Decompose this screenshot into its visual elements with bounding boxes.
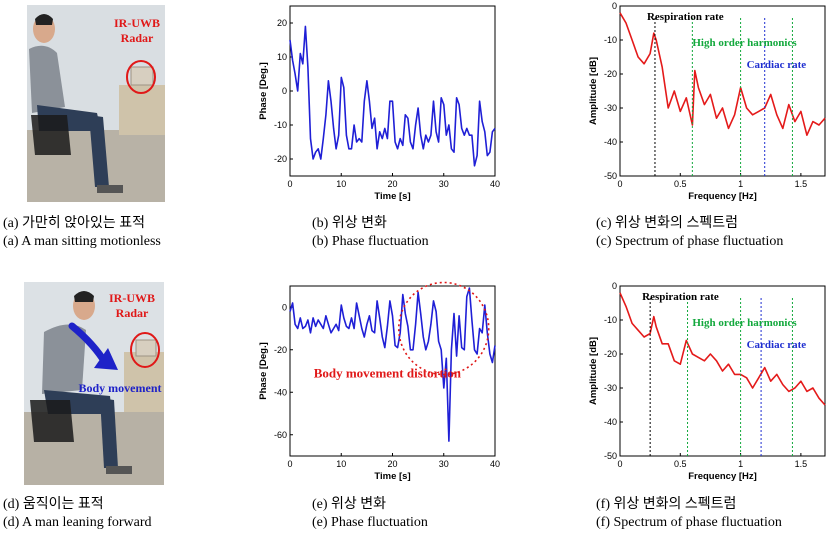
caption-f-korean: (f) 위상 변화의 스펙트럼 (596, 497, 737, 512)
plot-frame (619, 285, 826, 457)
chart-spectrum-f: 0 0.5 1 1.5 0 -10 -20 -30 -40 -50 Frequency [Hz] Am… (588, 281, 826, 482)
caption-e-english: (e) Phase fluctuation (312, 515, 428, 530)
resp-rate-annotation: Respiration rate (642, 291, 719, 303)
y-tick-label: -10 (604, 35, 617, 45)
series-line (289, 25, 496, 167)
y-tick-label: 20 (277, 18, 287, 28)
chart-spectrum-c: 0 0.5 1 1.5 0 -10 -20 -30 -40 -50 Frequency [Hz] Am… (588, 1, 826, 202)
series-line (289, 287, 496, 442)
x-tick-label: 0.5 (674, 459, 687, 469)
y-axis-label: Amplitude [dB] (588, 57, 599, 125)
cardiac-rate-annotation: Cardiac rate (747, 59, 807, 71)
x-tick-label: 1.5 (795, 459, 808, 469)
caption-d-korean: (d) 움직이는 표적 (3, 497, 104, 512)
x-tick-label: 40 (490, 459, 500, 469)
x-axis-label: Time [s] (374, 471, 410, 482)
caption-d-english: (d) A man leaning forward (3, 515, 152, 530)
photo-d-overlay: IR-UWB Radar Body movement (68, 291, 162, 395)
caption-f-english: (f) Spectrum of phase fluctuation (596, 515, 782, 530)
radar-label-line2: Radar (121, 31, 154, 45)
harmonics-annotation: High order harmonics (692, 37, 797, 49)
caption-b-english: (b) Phase fluctuation (312, 234, 429, 249)
y-tick-label: -10 (274, 120, 287, 130)
photo-a-overlay: IR-UWB Radar (114, 16, 160, 94)
x-axis-label: Time [s] (374, 191, 410, 202)
y-axis-label: Phase [Deg.] (258, 342, 269, 400)
caption-c-korean: (c) 위상 변화의 스펙트럼 (596, 216, 738, 231)
y-axis-label: Phase [Deg.] (258, 62, 269, 120)
x-tick-label: 1 (738, 459, 743, 469)
radar-label-line1: IR-UWB (109, 291, 155, 305)
x-tick-label: 10 (336, 179, 346, 189)
y-tick-label: -40 (604, 417, 617, 427)
photo-leaning-scene (24, 282, 164, 485)
chart-phase-fluctuation-e: 0 10 20 30 40 0 -20 -40 -60 Time [s] Phase [Deg.] B… (258, 281, 500, 482)
y-tick-label: 0 (612, 1, 617, 11)
y-tick-label: 10 (277, 52, 287, 62)
y-tick-label: 0 (282, 302, 287, 312)
radar-label-line1: IR-UWB (114, 16, 160, 30)
y-tick-label: -40 (604, 137, 617, 147)
caption-c-english: (c) Spectrum of phase fluctuation (596, 234, 784, 249)
x-tick-label: 30 (439, 459, 449, 469)
plot-frame (619, 5, 826, 177)
photo-sitting-scene (27, 5, 165, 202)
distortion-circle (397, 281, 490, 376)
harmonics-annotation: High order harmonics (692, 317, 797, 329)
y-axis-label: Amplitude [dB] (588, 337, 599, 405)
series-line (619, 12, 826, 136)
distortion-label: Body movement distortion (314, 365, 462, 380)
x-tick-label: 40 (490, 179, 500, 189)
y-tick-label: -10 (604, 315, 617, 325)
y-tick-label: 0 (282, 86, 287, 96)
x-tick-label: 1.5 (795, 179, 808, 189)
series-line (619, 292, 826, 406)
x-tick-label: 20 (387, 459, 397, 469)
x-tick-label: 1 (738, 179, 743, 189)
x-tick-label: 0 (617, 459, 622, 469)
chart-phase-fluctuation-b: 0 10 20 30 40 20 10 0 -10 -20 Time [s] Phase [Deg.] (258, 5, 500, 202)
x-tick-label: 20 (387, 179, 397, 189)
y-tick-label: -20 (274, 154, 287, 164)
radar-label-line2: Radar (116, 306, 149, 320)
caption-b-korean: (b) 위상 변화 (312, 216, 387, 231)
resp-rate-annotation: Respiration rate (647, 11, 724, 23)
cardiac-rate-annotation: Cardiac rate (747, 339, 807, 351)
x-tick-label: 0 (617, 179, 622, 189)
radar-circle (126, 60, 156, 94)
y-tick-label: -20 (274, 345, 287, 355)
x-tick-label: 0.5 (674, 179, 687, 189)
movement-label: Body movement (79, 381, 162, 395)
y-tick-label: -30 (604, 383, 617, 393)
y-tick-label: 0 (612, 281, 617, 291)
plot-frame (289, 5, 496, 177)
caption-e-korean: (e) 위상 변화 (312, 497, 387, 512)
y-tick-label: -50 (604, 171, 617, 181)
photo-sitting-motionless (27, 5, 165, 202)
y-tick-label: -20 (604, 69, 617, 79)
y-tick-label: -60 (274, 430, 287, 440)
y-tick-label: -30 (604, 103, 617, 113)
x-tick-label: 0 (287, 459, 292, 469)
y-tick-label: -20 (604, 349, 617, 359)
x-axis-label: Frequency [Hz] (688, 471, 757, 482)
movement-arrowhead (94, 348, 118, 370)
x-tick-label: 30 (439, 179, 449, 189)
caption-a-korean: (a) 가만히 앉아있는 표적 (3, 216, 145, 231)
y-tick-label: -50 (604, 451, 617, 461)
caption-a-english: (a) A man sitting motionless (3, 234, 161, 249)
x-axis-label: Frequency [Hz] (688, 191, 757, 202)
radar-circle (130, 332, 160, 368)
x-tick-label: 10 (336, 459, 346, 469)
x-tick-label: 0 (287, 179, 292, 189)
photo-leaning-forward (24, 282, 164, 485)
y-tick-label: -40 (274, 387, 287, 397)
